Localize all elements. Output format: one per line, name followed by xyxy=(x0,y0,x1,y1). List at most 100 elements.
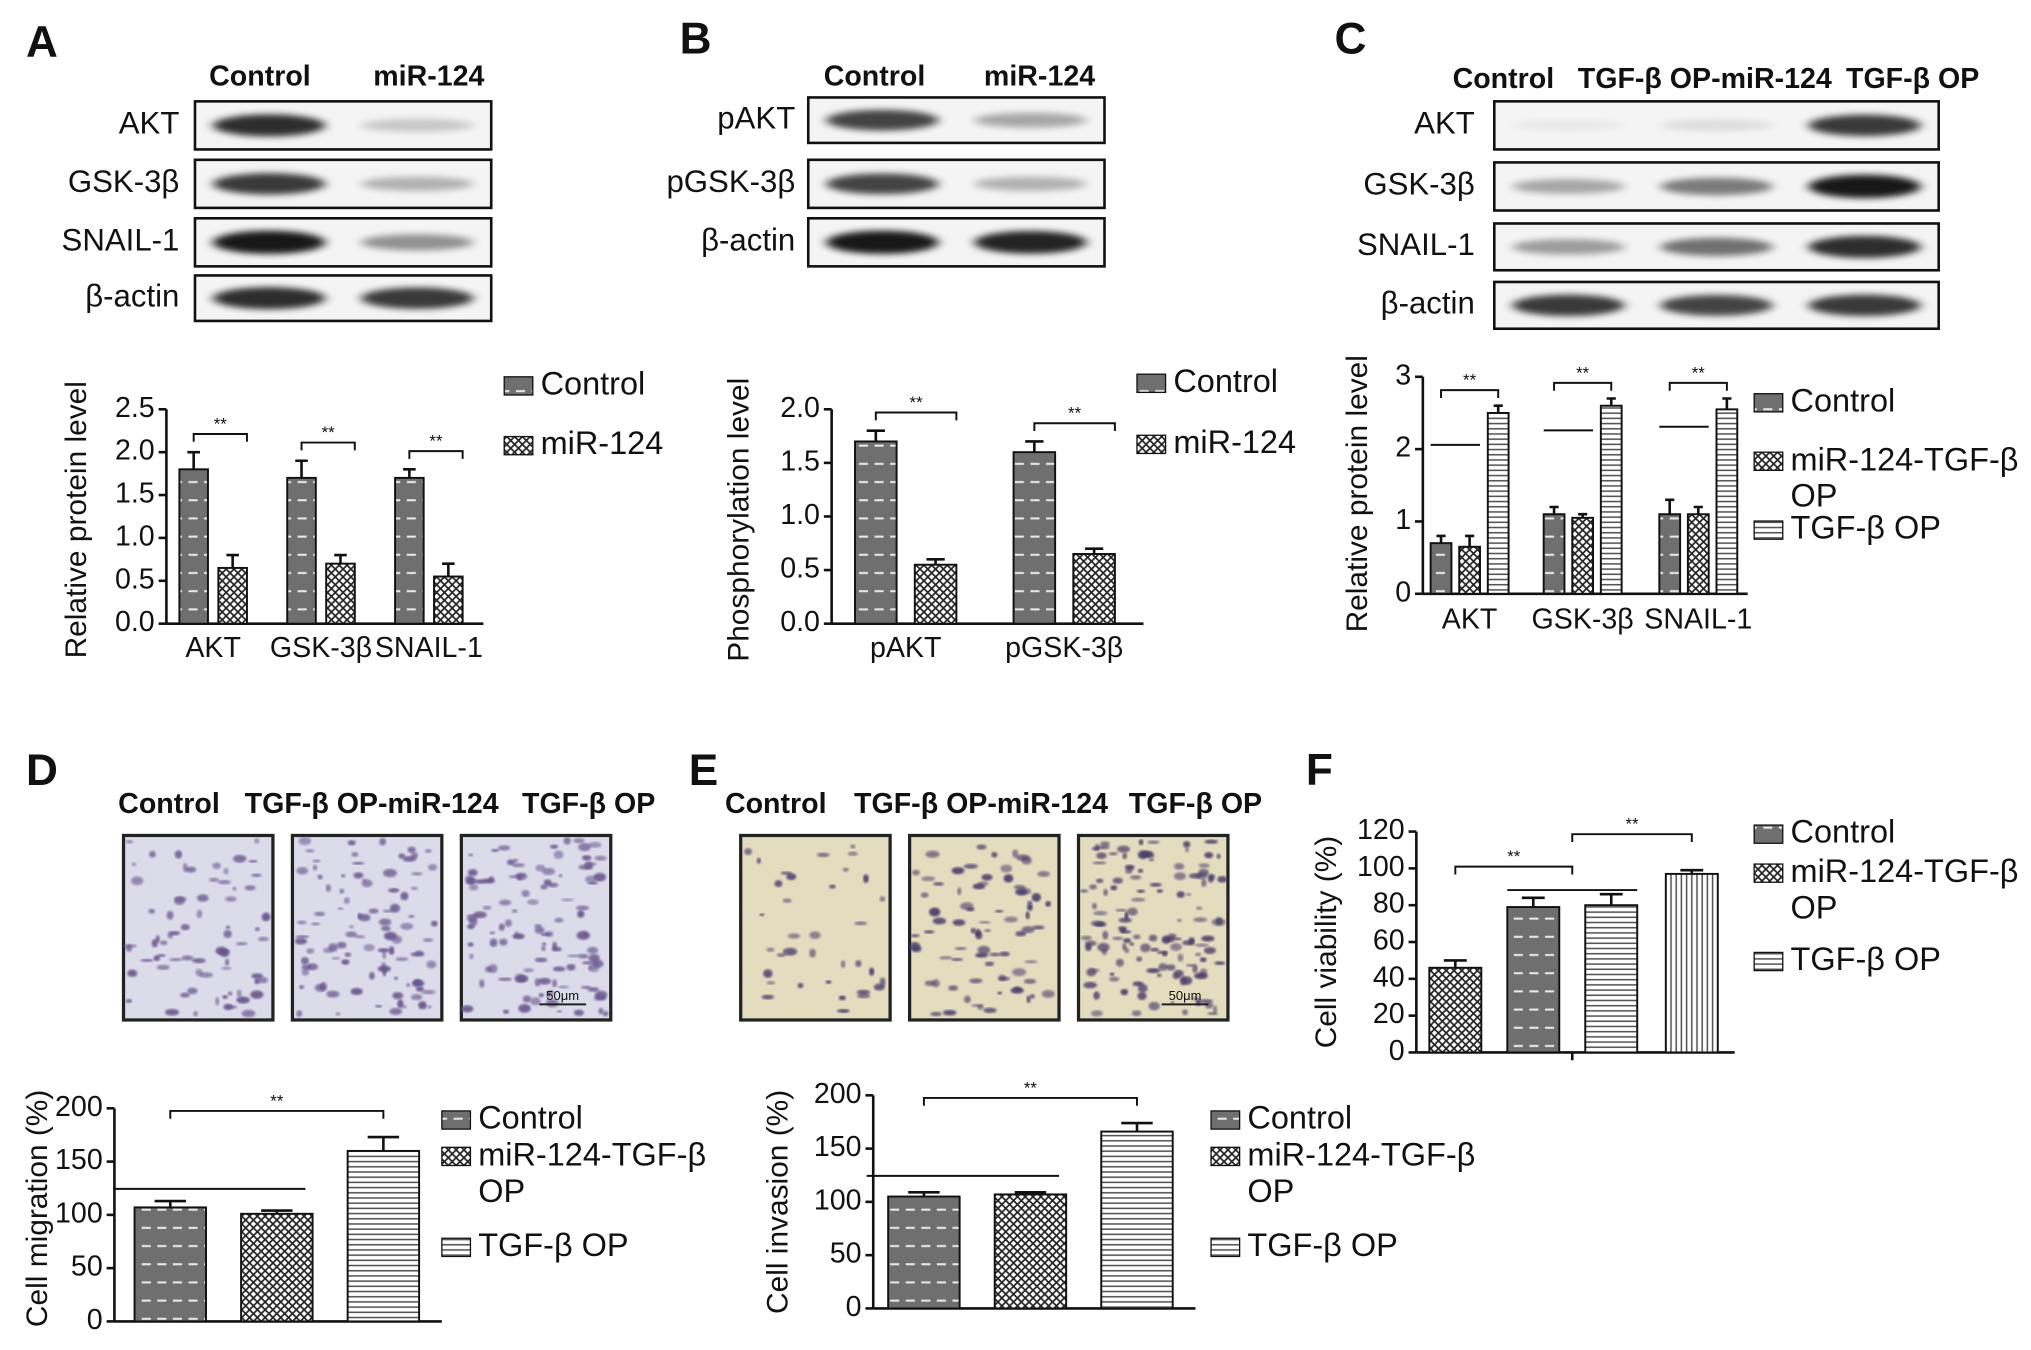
y-tick-label: 200 xyxy=(814,1078,862,1110)
bar xyxy=(1584,904,1639,1054)
cell-spot xyxy=(196,909,203,919)
sig-bracket xyxy=(192,433,248,442)
cell-spot xyxy=(1015,854,1030,861)
blot-band xyxy=(1808,174,1921,199)
cell-spot xyxy=(1117,845,1131,853)
cell-spot xyxy=(1090,920,1105,927)
lane-label: miR-124 xyxy=(984,61,1095,93)
lane-label: Control xyxy=(725,788,827,820)
cell-spot xyxy=(554,917,564,923)
y-tick-label: 50 xyxy=(830,1238,862,1270)
y-axis-label: Phosphorylation level xyxy=(723,378,756,662)
cell-spot xyxy=(838,995,846,1001)
cell-spot xyxy=(488,876,495,882)
cell-spot xyxy=(969,978,983,984)
cell-spot xyxy=(430,920,438,927)
error-bar xyxy=(926,558,945,565)
cell-spot xyxy=(1083,981,1098,989)
cell-spot xyxy=(300,957,310,965)
legend-label: miR-124-TGF-β OP xyxy=(1791,441,2028,513)
cell-spot xyxy=(931,979,940,988)
cell-spot xyxy=(241,1009,256,1018)
cell-spot xyxy=(879,896,886,902)
cell-spot xyxy=(174,850,183,859)
cell-spot xyxy=(591,959,604,968)
cell-spot xyxy=(506,859,515,866)
cell-spot xyxy=(518,1003,531,1013)
cell-spot xyxy=(964,995,971,1004)
blot-box xyxy=(806,96,1106,145)
cell-spot xyxy=(1095,878,1104,884)
bar xyxy=(240,1212,314,1323)
lane-label: Control xyxy=(118,788,220,820)
cell-spot xyxy=(983,1007,997,1014)
x-tick-label: GSK-3β xyxy=(270,632,372,664)
cell-spot xyxy=(593,872,607,882)
cell-spot xyxy=(1124,947,1130,954)
cell-spot xyxy=(997,991,1003,995)
cell-spot xyxy=(466,914,478,917)
blot-band xyxy=(1512,294,1625,317)
blot-band xyxy=(1512,239,1625,255)
cell-spot xyxy=(379,837,387,846)
cell-spot xyxy=(972,883,986,890)
error-bar xyxy=(1025,440,1044,453)
cell-spot xyxy=(930,1011,942,1017)
error-bar xyxy=(1606,397,1616,406)
bar xyxy=(1664,872,1719,1054)
lane-label: TGF-β OP-miR-124 xyxy=(1578,63,1832,95)
cell-spot xyxy=(296,866,309,875)
cell-spot xyxy=(410,852,418,859)
blot-row-label: AKT xyxy=(119,106,180,141)
cell-spot xyxy=(1136,889,1146,893)
cell-spot xyxy=(187,987,198,995)
cell-spot xyxy=(347,840,356,846)
cell-spot xyxy=(225,925,231,930)
cell-spot xyxy=(763,969,773,978)
cell-spot xyxy=(1203,947,1217,955)
sig-bracket xyxy=(1668,381,1728,391)
cell-spot xyxy=(248,859,258,863)
blot-row-label: pGSK-3β xyxy=(666,164,795,199)
legend-label: TGF-β OP xyxy=(1791,941,1941,977)
cell-spot xyxy=(354,935,366,939)
cell-spot xyxy=(323,947,333,954)
cell-spot xyxy=(468,917,478,927)
cell-spot xyxy=(942,1009,957,1016)
cell-spot xyxy=(400,922,414,930)
bar xyxy=(1100,1130,1174,1310)
cell-spot xyxy=(1025,911,1030,920)
sig-label: ** xyxy=(1024,1078,1038,1097)
cell-spot xyxy=(933,882,944,886)
cell-spot xyxy=(380,962,387,971)
cell-spot xyxy=(295,935,310,939)
cell-spot xyxy=(1045,901,1052,907)
cell-spot xyxy=(426,960,437,969)
y-tick-label: 200 xyxy=(55,1091,103,1123)
error-bar xyxy=(1693,505,1703,515)
legend-swatch xyxy=(1753,951,1784,972)
cell-spot xyxy=(1212,1005,1218,1014)
cell-spot xyxy=(1012,849,1019,858)
cell-spot xyxy=(407,846,416,853)
cell-spot xyxy=(340,874,346,878)
cell-spot xyxy=(514,975,527,983)
cell-spot xyxy=(215,946,227,956)
cell-spot xyxy=(527,899,539,905)
cell-spot xyxy=(294,937,308,945)
y-axis-label: Cell viability (%) xyxy=(1310,836,1343,1048)
cell-spot xyxy=(923,930,935,934)
error-bar xyxy=(1121,1121,1153,1132)
cell-spot xyxy=(400,891,409,901)
cell-spot xyxy=(1089,884,1097,890)
cell-spot xyxy=(1109,976,1120,982)
bar xyxy=(325,562,356,625)
cell-spot xyxy=(461,1005,474,1013)
cell-spot xyxy=(317,874,323,880)
cell-spot xyxy=(363,944,375,952)
cell-spot xyxy=(928,907,941,917)
error-bar xyxy=(1549,505,1559,515)
cell-spot xyxy=(1146,968,1161,974)
cell-spot xyxy=(776,953,786,958)
legend-label: Control xyxy=(1247,1100,1352,1136)
